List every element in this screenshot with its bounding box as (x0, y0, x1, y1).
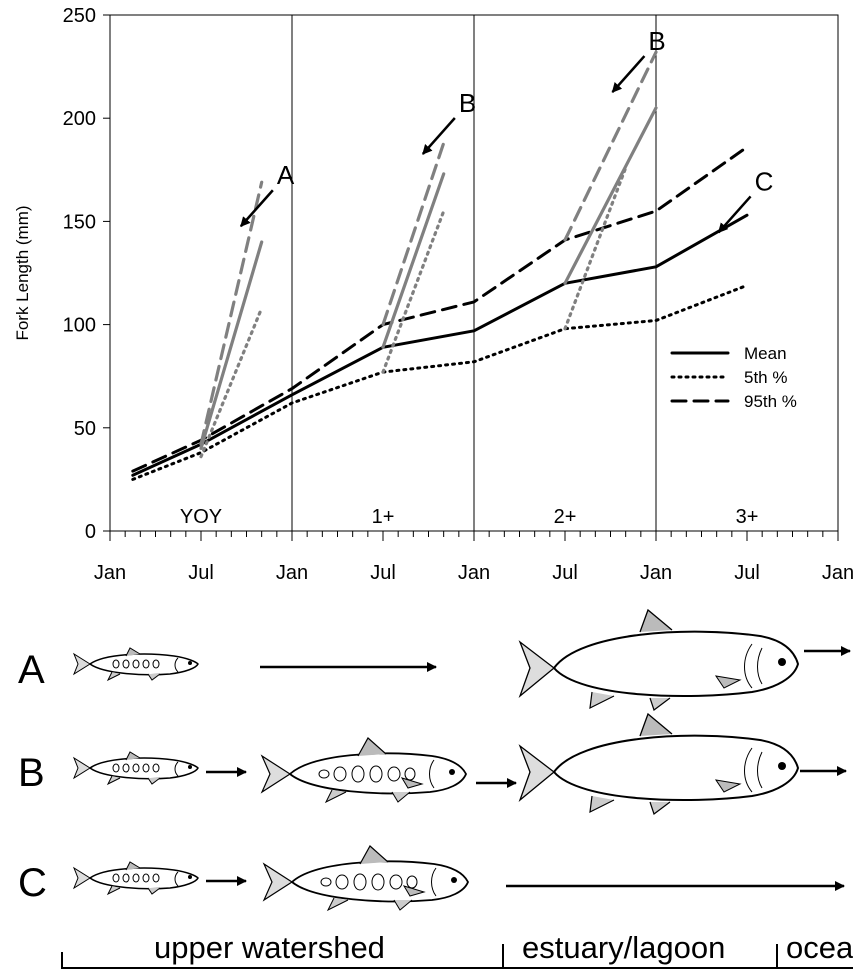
growth-trajectory-line (199, 240, 264, 450)
x-tick-label: Jul (370, 562, 396, 584)
x-tick-label: Jan (276, 562, 308, 584)
series-95th- (131, 145, 749, 473)
annotation-arrow (239, 189, 274, 228)
growth-trajectory-line (563, 50, 658, 242)
y-tick-label: 50 (74, 418, 96, 440)
y-axis-label: Fork Length (mm) (13, 205, 32, 340)
x-tick-label: Jan (822, 562, 853, 584)
annotation-arrow (611, 55, 646, 93)
habitat-bracket: upper watershed estuary/lagoon ocea (61, 930, 853, 969)
fry-fish-icon (73, 647, 199, 681)
growth-trajectory-line (381, 141, 446, 327)
adult-fish-icon (519, 713, 799, 815)
x-tick-label: Jan (94, 562, 126, 584)
growth-trajectory-line (381, 209, 446, 374)
series-mean (131, 213, 749, 477)
plot-area: 0 50 100 150 200 250 Jan Jul Jan Jul Jan Jul Jan Jul J… (13, 5, 853, 584)
age-class-label: YOY (180, 506, 222, 528)
annotation-arrow (717, 195, 752, 234)
pathway-label-b: B (18, 751, 45, 795)
growth-trajectory-line (199, 306, 264, 459)
age-class-label: 3+ (736, 506, 759, 528)
legend-entry: 5th % (744, 368, 787, 387)
y-tick-label: 200 (63, 108, 96, 130)
growth-trajectory-line (199, 180, 264, 446)
annotation-label: B (648, 26, 665, 56)
annotation-arrow (421, 117, 456, 155)
pathway-label-a: A (18, 648, 45, 692)
parr-fish-icon (261, 737, 467, 803)
fry-fish-icon (73, 861, 199, 895)
y-tick-label: 250 (63, 5, 96, 27)
habitat-ocean: ocea (786, 930, 853, 965)
habitat-upper-watershed: upper watershed (154, 930, 385, 965)
x-tick-label: Jan (640, 562, 672, 584)
legend-entry: Mean (744, 344, 787, 363)
y-tick-label: 100 (63, 315, 96, 337)
growth-trajectory-line (563, 166, 628, 331)
age-class-label: 2+ (554, 506, 577, 528)
annotation-label: B (459, 88, 476, 118)
x-tick-label: Jan (458, 562, 490, 584)
series-5th- (131, 283, 749, 481)
x-tick-label: Jul (188, 562, 214, 584)
pathway-diagram: A B C (18, 609, 851, 911)
annotation-label: A (277, 160, 295, 190)
y-tick-label: 0 (85, 521, 96, 543)
annotation-label: C (755, 166, 774, 196)
legend-entry: 95th % (744, 392, 797, 411)
fry-fish-icon (73, 751, 199, 785)
growth-trajectory-line (381, 172, 446, 349)
pathway-label-c: C (18, 861, 47, 905)
parr-fish-icon (263, 845, 469, 911)
x-tick-label: Jul (734, 562, 760, 584)
adult-fish-icon (519, 609, 799, 711)
y-tick-label: 150 (63, 211, 96, 233)
habitat-estuary-lagoon: estuary/lagoon (522, 930, 725, 965)
x-tick-label: Jul (552, 562, 578, 584)
growth-trajectory-line (563, 106, 658, 285)
age-class-label: 1+ (372, 506, 395, 528)
